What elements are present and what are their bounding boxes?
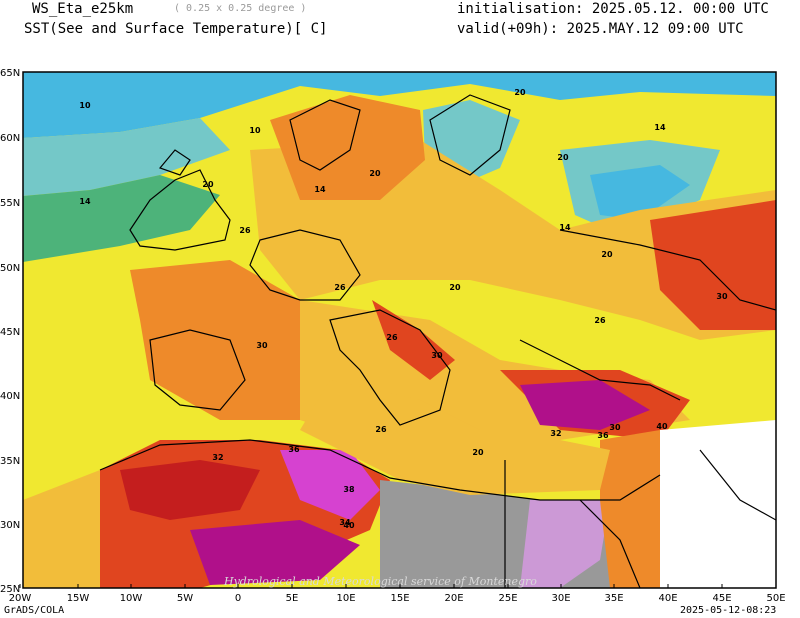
model-name: WS_Eta_e25km [32, 1, 134, 17]
contour-label: 20 [369, 169, 381, 178]
contour-label: 14 [654, 123, 666, 132]
footer-credit: GrADS/COLA [4, 605, 65, 616]
contour-label: 14 [559, 223, 571, 232]
lon-tick-label: 20E [444, 593, 463, 604]
contour-label: 26 [386, 333, 398, 342]
field-title: SST(See and Surface Temperature)[ C] [24, 21, 328, 37]
contour-label: 32 [550, 429, 561, 438]
lon-tick-label: 5E [286, 593, 299, 604]
lon-tick-label: 35E [604, 593, 623, 604]
lon-tick-label: 10W [120, 593, 143, 604]
contour-label: 14 [314, 185, 326, 194]
contour-labels: 10 10 14 14 20 20 26 26 30 30 32 34 36 38 40 20 14 20 26 30… [79, 88, 728, 530]
contour-label: 20 [472, 448, 484, 457]
lon-tick-label: 0 [235, 593, 241, 604]
contour-label: 40 [343, 521, 355, 530]
contour-label: 36 [288, 445, 300, 454]
lat-tick-label: 55N [0, 198, 20, 209]
lat-tick-label: 25N [0, 584, 20, 595]
contour-label: 38 [343, 485, 355, 494]
lon-tick-label: 15E [390, 593, 409, 604]
footer-timestamp: 2025-05-12-08:23 [680, 605, 777, 616]
contour-label: 20 [514, 88, 526, 97]
contour-label: 32 [212, 453, 223, 462]
contour-label: 20 [557, 153, 569, 162]
lon-tick-label: 5W [177, 593, 193, 604]
contour-label: 20 [449, 283, 461, 292]
contour-label: 10 [249, 126, 261, 135]
temperature-field [23, 72, 776, 588]
contour-label: 30 [256, 341, 268, 350]
latitude-axis: 65N 60N 55N 50N 45N 40N 35N 30N 25N [0, 68, 20, 595]
lat-tick-label: 60N [0, 133, 20, 144]
longitude-axis: 20W 15W 10W 5W 0 5E 10E 15E 20E 25E 30E 35E 40E 45E 50… [9, 584, 786, 604]
contour-label: 30 [716, 292, 728, 301]
contour-label: 30 [609, 423, 621, 432]
contour-label: 20 [601, 250, 613, 259]
contour-label: 26 [334, 283, 346, 292]
contour-label: 36 [597, 431, 609, 440]
contour-label: 40 [656, 422, 668, 431]
lon-tick-label: 50E [766, 593, 785, 604]
contour-label: 30 [431, 351, 443, 360]
lon-tick-label: 10E [336, 593, 355, 604]
lon-tick-label: 20W [9, 593, 32, 604]
contour-label: 26 [239, 226, 251, 235]
valid-time: valid(+09h): 2025.MAY.12 09:00 UTC [457, 21, 744, 37]
lat-tick-label: 50N [0, 263, 20, 274]
contour-label: 14 [79, 197, 91, 206]
lon-tick-label: 40E [658, 593, 677, 604]
contour-label: 10 [79, 101, 91, 110]
lon-tick-label: 15W [67, 593, 90, 604]
contour-label: 26 [594, 316, 606, 325]
lon-tick-label: 25E [498, 593, 517, 604]
watermark-text: Hydrological and Meteorological service … [223, 575, 537, 588]
lat-tick-label: 45N [0, 327, 20, 338]
lat-tick-label: 35N [0, 456, 20, 467]
coastlines [99, 94, 776, 588]
contour-label: 20 [202, 180, 214, 189]
resolution-note: ( 0.25 x 0.25 degree ) [174, 3, 307, 14]
contour-label: 26 [375, 425, 387, 434]
lat-tick-label: 65N [0, 68, 20, 79]
init-time: initialisation: 2025.05.12. 00:00 UTC [457, 1, 769, 17]
lon-tick-label: 30E [551, 593, 570, 604]
lat-tick-label: 30N [0, 520, 20, 531]
contour-label: 34 [339, 518, 351, 527]
lat-tick-label: 40N [0, 391, 20, 402]
lon-tick-label: 45E [712, 593, 731, 604]
